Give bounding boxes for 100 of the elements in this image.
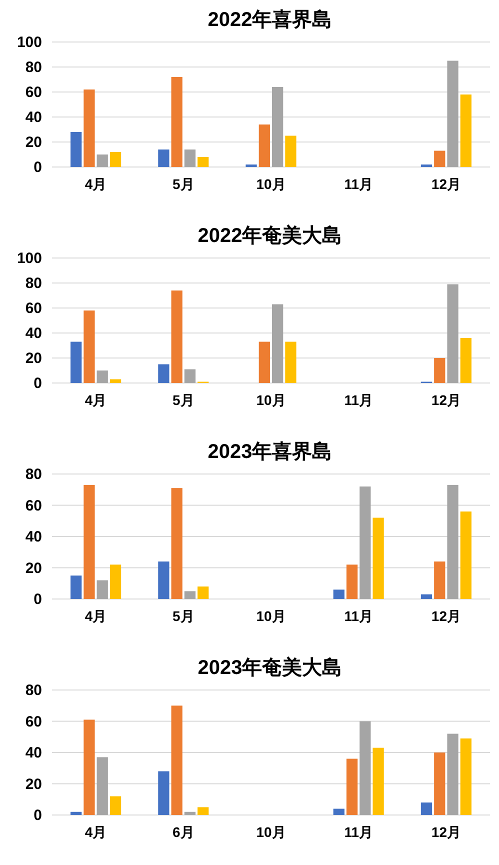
bar (198, 157, 209, 167)
y-tick-label: 40 (25, 744, 42, 762)
bar (184, 812, 196, 815)
bar (184, 150, 196, 167)
bar (447, 60, 458, 167)
y-tick-label: 0 (34, 807, 42, 824)
bar (346, 758, 358, 815)
chart-title: 2022年喜界島 (208, 9, 332, 31)
bar (420, 594, 432, 599)
x-tick-label: 12月 (431, 392, 461, 408)
bar (434, 752, 446, 815)
y-tick-label: 100 (16, 250, 42, 267)
x-tick-label: 10月 (256, 824, 286, 840)
bar (360, 486, 371, 599)
bar (184, 591, 196, 599)
bar (84, 90, 95, 167)
bar (110, 379, 122, 383)
y-tick-label: 20 (25, 350, 42, 367)
bar (420, 802, 432, 815)
x-tick-label: 12月 (431, 824, 461, 840)
x-tick-label: 5月 (172, 608, 194, 624)
bar (272, 304, 284, 383)
bar (96, 580, 108, 599)
y-tick-label: 0 (34, 375, 42, 392)
y-tick-label: 60 (25, 84, 42, 101)
y-tick-label: 100 (16, 34, 42, 51)
y-tick-label: 40 (25, 528, 42, 546)
bar (434, 562, 446, 599)
bar (272, 87, 284, 167)
bar (434, 150, 446, 167)
bar (84, 484, 95, 599)
chart-title: 2023年奄美大島 (198, 656, 342, 679)
bar (158, 364, 170, 383)
bar (70, 132, 82, 167)
x-tick-label: 10月 (256, 176, 286, 192)
x-tick-label: 5月 (172, 176, 194, 192)
bar (372, 748, 384, 815)
y-tick-label: 80 (25, 275, 42, 292)
x-tick-label: 5月 (172, 392, 194, 408)
bar (346, 564, 358, 599)
bar (447, 734, 458, 815)
y-tick-label: 40 (25, 325, 42, 342)
bar (110, 152, 122, 167)
y-tick-label: 20 (25, 134, 42, 151)
y-tick-label: 80 (25, 682, 42, 699)
x-tick-label: 11月 (344, 824, 374, 840)
y-tick-label: 20 (25, 560, 42, 577)
bar (171, 77, 182, 167)
x-tick-label: 4月 (84, 176, 107, 192)
bar (110, 564, 122, 599)
x-tick-label: 12月 (431, 608, 461, 624)
bar (171, 706, 182, 815)
x-tick-label: 11月 (344, 176, 374, 192)
bar (70, 812, 82, 815)
y-tick-label: 60 (25, 300, 42, 317)
bar (447, 484, 458, 599)
bar (96, 757, 108, 815)
y-tick-label: 0 (34, 591, 42, 608)
bar (171, 290, 182, 383)
y-tick-label: 0 (34, 159, 42, 176)
y-tick-label: 60 (25, 713, 42, 730)
bar (96, 370, 108, 383)
x-tick-label: 10月 (256, 608, 286, 624)
y-tick-label: 20 (25, 776, 42, 793)
x-tick-label: 4月 (84, 392, 107, 408)
x-tick-label: 12月 (431, 176, 461, 192)
bar (184, 369, 196, 383)
bar (285, 136, 296, 167)
bar (70, 576, 82, 599)
bar (460, 338, 472, 383)
bar (460, 512, 472, 599)
bar (158, 150, 170, 167)
y-tick-label: 80 (25, 466, 42, 483)
bar (258, 124, 270, 167)
x-tick-label: 4月 (84, 824, 107, 840)
bar (84, 720, 95, 815)
x-tick-label: 11月 (344, 608, 374, 624)
y-tick-label: 80 (25, 59, 42, 76)
bar (158, 562, 170, 599)
bar (447, 284, 458, 383)
x-tick-label: 4月 (84, 608, 107, 624)
bar (84, 310, 95, 383)
chart-title: 2022年奄美大島 (198, 224, 342, 247)
bar (171, 488, 182, 599)
bar (96, 154, 108, 167)
bar (110, 796, 122, 815)
bar (158, 771, 170, 815)
bar (460, 738, 472, 815)
bar (258, 342, 270, 383)
bar (198, 807, 209, 815)
x-tick-label: 11月 (344, 392, 374, 408)
bar (285, 342, 296, 383)
bar (333, 808, 344, 815)
y-tick-label: 60 (25, 497, 42, 514)
y-tick-label: 40 (25, 109, 42, 126)
bar (360, 721, 371, 815)
bar (372, 518, 384, 599)
x-tick-label: 10月 (256, 392, 286, 408)
bar (460, 94, 472, 167)
bar (198, 586, 209, 599)
